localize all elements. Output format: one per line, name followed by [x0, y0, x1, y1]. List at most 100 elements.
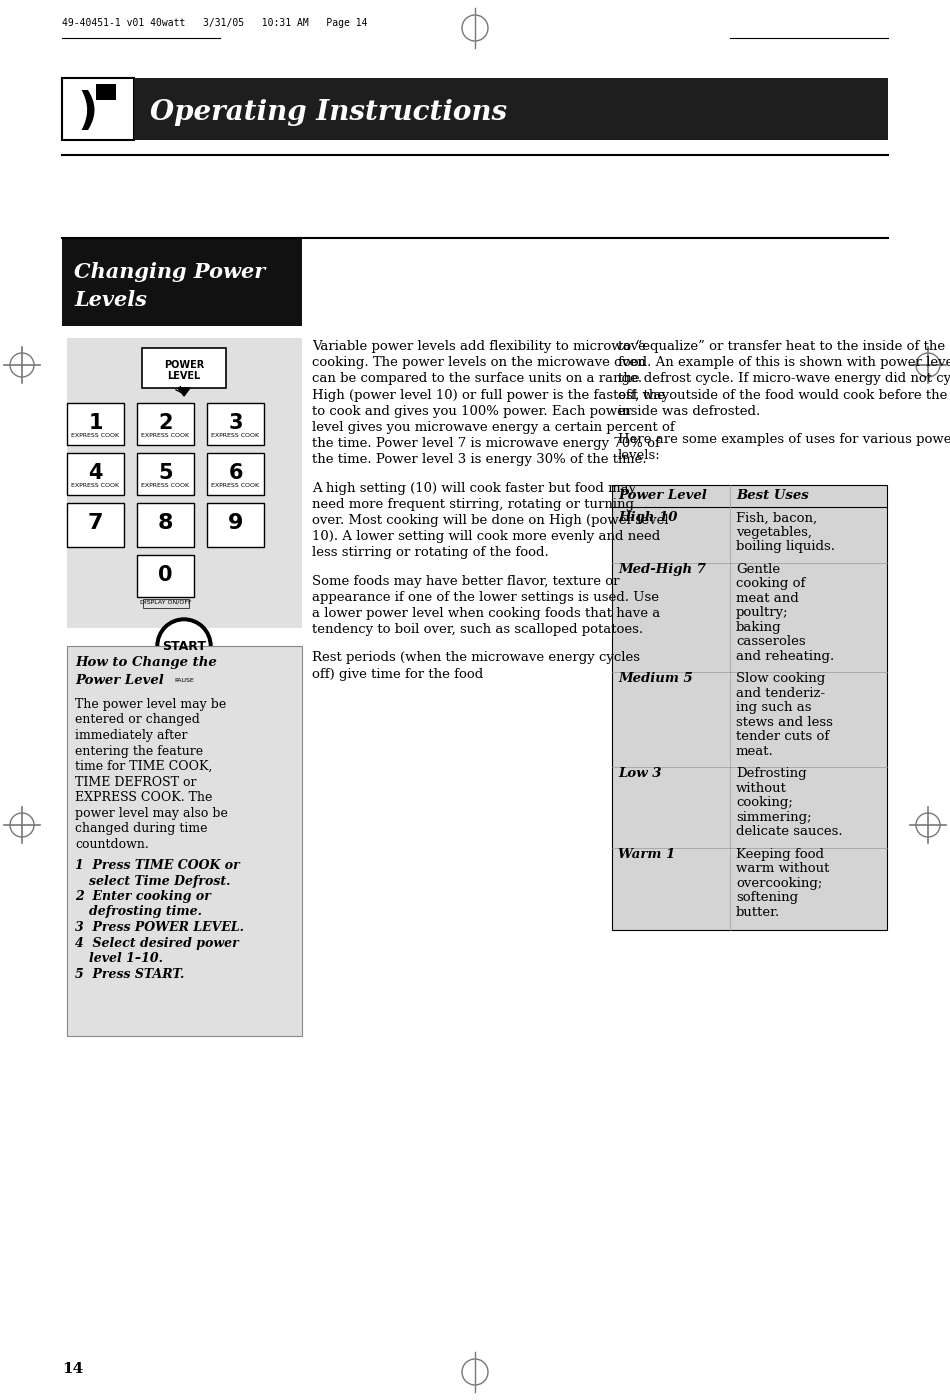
Bar [134, 78, 888, 140]
Text: select Time Defrost.: select Time Defrost. [89, 875, 231, 888]
Text: Fish, bacon,: Fish, bacon, [736, 511, 817, 525]
Bar [96, 84, 116, 99]
Circle shape [156, 617, 212, 673]
Text: Low 3: Low 3 [618, 767, 661, 780]
Text: EXPRESS COOK: EXPRESS COOK [142, 433, 190, 438]
Text: EXPRESS COOK: EXPRESS COOK [71, 433, 120, 438]
Text: poultry;: poultry; [736, 606, 788, 619]
Text: off) give time for the food: off) give time for the food [312, 668, 484, 680]
Text: EXPRESS COOK: EXPRESS COOK [142, 483, 190, 489]
Text: appearance if one of the lower settings is used. Use: appearance if one of the lower settings … [312, 591, 659, 603]
Text: Rest periods (when the microwave energy cycles: Rest periods (when the microwave energy … [312, 651, 640, 665]
Text: EXPRESS COOK. The: EXPRESS COOK. The [75, 791, 213, 804]
Text: butter.: butter. [736, 906, 780, 918]
Bar [137, 403, 194, 445]
Text: softening: softening [736, 892, 798, 904]
Text: simmering;: simmering; [736, 811, 811, 823]
Text: cooking. The power levels on the microwave oven: cooking. The power levels on the microwa… [312, 356, 646, 370]
Text: overcooking;: overcooking; [736, 876, 823, 890]
Text: immediately after: immediately after [75, 729, 187, 742]
Text: EXPRESS COOK: EXPRESS COOK [212, 433, 259, 438]
Text: LEVEL: LEVEL [167, 371, 200, 381]
Text: a lower power level when cooking foods that have a: a lower power level when cooking foods t… [312, 608, 660, 620]
Text: to “equalize” or transfer heat to the inside of the: to “equalize” or transfer heat to the in… [618, 340, 945, 353]
Bar [67, 645, 302, 1036]
Text: and reheating.: and reheating. [736, 650, 834, 662]
Text: entered or changed: entered or changed [75, 714, 200, 727]
Text: Changing Power: Changing Power [74, 262, 265, 281]
Text: Power Level: Power Level [75, 673, 163, 687]
Text: Best Uses: Best Uses [736, 490, 808, 503]
Text: 7: 7 [87, 512, 104, 533]
Text: DISPLAY ON/OFF: DISPLAY ON/OFF [140, 601, 191, 605]
Bar [67, 403, 124, 445]
Text: Levels: Levels [74, 290, 147, 309]
Text: Operating Instructions: Operating Instructions [150, 98, 507, 126]
Text: POWER: POWER [163, 360, 204, 370]
Text: meat.: meat. [736, 745, 773, 757]
Text: 9: 9 [228, 512, 243, 533]
Text: inside was defrosted.: inside was defrosted. [618, 405, 760, 417]
Text: defrosting time.: defrosting time. [89, 906, 202, 918]
Text: How to Change the: How to Change the [75, 657, 217, 669]
Text: the time. Power level 7 is microwave energy 70% of: the time. Power level 7 is microwave ene… [312, 437, 660, 451]
Text: tendency to boil over, such as scalloped potatoes.: tendency to boil over, such as scalloped… [312, 623, 643, 636]
Bar [137, 454, 194, 496]
Bar [137, 503, 194, 547]
Text: boiling liquids.: boiling liquids. [736, 540, 835, 553]
Text: 4: 4 [88, 463, 103, 483]
Bar [142, 349, 226, 388]
Text: 10). A lower setting will cook more evenly and need: 10). A lower setting will cook more even… [312, 531, 660, 543]
Text: 3: 3 [228, 413, 243, 433]
Text: stews and less: stews and less [736, 715, 833, 729]
Text: time for TIME COOK,: time for TIME COOK, [75, 760, 213, 773]
Text: countdown.: countdown. [75, 837, 149, 850]
Circle shape [160, 622, 208, 671]
Text: 3  Press POWER LEVEL.: 3 Press POWER LEVEL. [75, 921, 244, 934]
Text: Here are some examples of uses for various power: Here are some examples of uses for vario… [618, 433, 950, 447]
Text: cooking;: cooking; [736, 797, 793, 809]
Text: High 10: High 10 [618, 511, 677, 525]
Polygon shape [178, 388, 190, 396]
Bar [207, 403, 264, 445]
Bar [62, 78, 134, 140]
Text: Warm 1: Warm 1 [618, 848, 675, 861]
Text: cooking of: cooking of [736, 577, 806, 591]
Text: entering the feature: entering the feature [75, 745, 203, 757]
Text: ing such as: ing such as [736, 701, 811, 714]
Bar [62, 238, 302, 326]
Text: delicate sauces.: delicate sauces. [736, 826, 843, 839]
Bar [67, 337, 302, 629]
Text: changed during time: changed during time [75, 822, 207, 834]
Text: The power level may be: The power level may be [75, 699, 226, 711]
Text: High (power level 10) or full power is the fastest way: High (power level 10) or full power is t… [312, 389, 669, 402]
Text: Keeping food: Keeping food [736, 848, 824, 861]
Text: 2: 2 [159, 413, 173, 433]
Text: 0: 0 [159, 566, 173, 585]
Text: meat and: meat and [736, 592, 799, 605]
Text: food. An example of this is shown with power level 3—: food. An example of this is shown with p… [618, 356, 950, 370]
Text: 49-40451-1 v01 40watt   3/31/05   10:31 AM   Page 14: 49-40451-1 v01 40watt 3/31/05 10:31 AM P… [62, 18, 368, 28]
Text: power level may also be: power level may also be [75, 806, 228, 819]
Text: less stirring or rotating of the food.: less stirring or rotating of the food. [312, 546, 549, 560]
Text: EXPRESS COOK: EXPRESS COOK [212, 483, 259, 489]
Text: casseroles: casseroles [736, 636, 806, 648]
Text: warm without: warm without [736, 862, 829, 875]
Text: Some foods may have better flavor, texture or: Some foods may have better flavor, textu… [312, 574, 619, 588]
Text: Power Level: Power Level [618, 490, 707, 503]
Text: 14: 14 [62, 1362, 84, 1376]
Text: vegetables,: vegetables, [736, 526, 812, 539]
Text: 1: 1 [88, 413, 103, 433]
Text: 4  Select desired power: 4 Select desired power [75, 937, 238, 949]
Text: START: START [162, 641, 206, 654]
Text: level 1–10.: level 1–10. [89, 952, 163, 965]
Bar [137, 554, 194, 596]
Text: Gentle: Gentle [736, 563, 780, 575]
Text: 5  Press START.: 5 Press START. [75, 967, 184, 980]
Text: Variable power levels add flexibility to microwave: Variable power levels add flexibility to… [312, 340, 646, 353]
Bar [612, 486, 887, 931]
Text: 1  Press TIME COOK or: 1 Press TIME COOK or [75, 860, 239, 872]
Text: level gives you microwave energy a certain percent of: level gives you microwave energy a certa… [312, 421, 674, 434]
Text: off, the outside of the food would cook before the: off, the outside of the food would cook … [618, 389, 947, 402]
Text: over. Most cooking will be done on High (power level: over. Most cooking will be done on High … [312, 514, 669, 526]
